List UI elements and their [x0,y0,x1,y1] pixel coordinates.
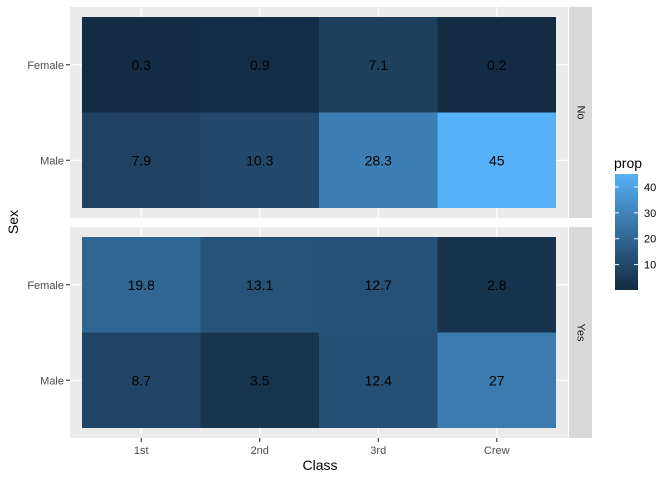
panels-layer: 0.3 0.9 7.1 0.2 7.9 10.3 28.3 45 No 19.8 13.1 12.7 2… [70,7,592,438]
y-tick-label: Male [40,375,64,387]
tile-value-label: 2.8 [487,277,507,293]
tile-value-label: 12.4 [365,372,392,388]
legend-colorbar [615,174,638,290]
heatmap-tile [319,17,438,113]
x-tick-label: 1st [134,445,149,457]
tile-value-label: 19.8 [128,277,155,293]
tile-value-label: 12.7 [365,277,392,293]
facet-strip [569,227,592,438]
heatmap-tile [437,17,556,113]
legend-tick-label: 10 [644,260,656,272]
heatmap-tile [319,112,438,208]
tile-value-label: 27 [489,372,505,388]
heatmap-tile [82,17,201,113]
y-tick-label: Female [27,60,64,72]
x-tick-label: 2nd [251,445,269,457]
facet-panel-yes: 19.8 13.1 12.7 2.8 8.7 3.5 12.4 27 Yes [70,227,592,438]
tile-value-label: 3.5 [250,372,270,388]
heatmap-tile [200,237,319,333]
heatmap-tile [200,332,319,428]
heatmap-tile [437,237,556,333]
y-tick-label: Female [27,280,64,292]
y-axis-title: Sex [5,210,21,234]
y-axis: Female Male Female Male [27,60,70,387]
facet-strip [569,7,592,218]
tile-value-label: 0.3 [132,57,152,73]
heatmap-tile [437,112,556,208]
tile-value-label: 28.3 [365,152,392,168]
heatmap-tile [319,332,438,428]
y-tick-label: Male [40,155,64,167]
tile-value-label: 13.1 [246,277,273,293]
x-tick-label: Crew [484,445,510,457]
legend-title: prop [614,155,642,171]
heatmap-tile [200,112,319,208]
x-tick-label: 3rd [370,445,386,457]
heatmap-tile [319,237,438,333]
tile-value-label: 7.1 [369,57,389,73]
tile-value-label: 0.2 [487,57,507,73]
heatmap-tile [200,17,319,113]
legend: prop 10 20 30 40 [614,155,656,290]
tile-value-label: 10.3 [246,152,273,168]
tile-value-label: 0.9 [250,57,270,73]
facet-strip-label: No [575,105,587,119]
heatmap-tile [82,237,201,333]
heatmap-tile [82,112,201,208]
legend-tick-label: 40 [644,182,656,194]
x-axis-title: Class [302,457,337,473]
legend-tick-label: 30 [644,208,656,220]
heatmap-tile [82,332,201,428]
legend-tick-label: 20 [644,234,656,246]
tile-value-label: 45 [489,152,505,168]
x-axis: 1st 2nd 3rd Crew [134,438,510,457]
tile-value-label: 7.9 [132,152,152,168]
tile-value-label: 8.7 [132,372,152,388]
facet-strip-label: Yes [575,324,587,342]
heatmap-tile [437,332,556,428]
facet-panel-no: 0.3 0.9 7.1 0.2 7.9 10.3 28.3 45 No [70,7,592,218]
